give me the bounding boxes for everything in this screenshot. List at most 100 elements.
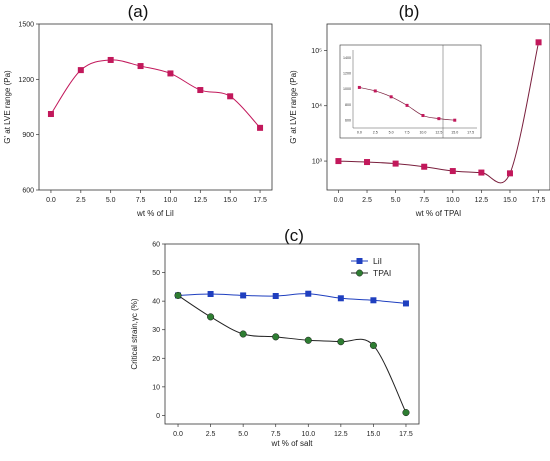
panel-a-series-0-point [107, 56, 114, 63]
panel-c-y-axis-title: Critical strain,γc (%) [130, 298, 139, 369]
panel-c-series-0-point [305, 290, 312, 297]
panel-b-inset-frame [339, 44, 482, 139]
panel-a-series-0-point [47, 111, 54, 118]
panel-b-x-tick-label: 17.5 [532, 197, 546, 204]
panel-c-series-0-point [207, 291, 214, 297]
panel-b-y-tick-label: 10⁴ [311, 103, 322, 110]
panel-c-y-tick-label: 60 [152, 242, 160, 249]
panel-b-y-tick-label: 10³ [312, 159, 323, 166]
legend-tpai-label: TPAI [373, 268, 391, 278]
panel-b-x-tick-label: 2.5 [362, 197, 372, 204]
panel-c-x-tick-label: 10.0 [301, 431, 315, 438]
panel-a-series-0-point [167, 70, 174, 77]
inset-x-tick-label: 12.5 [435, 131, 442, 135]
panel-a-x-tick-label: 17.5 [253, 197, 267, 204]
panel-c-y-tick-label: 40 [152, 299, 160, 306]
panel-b-series-0-point [506, 170, 513, 177]
panel-b-series-0-point [449, 168, 456, 175]
panel-c-series-0-point [337, 295, 344, 302]
inset-x-tick-label: 5.0 [389, 131, 394, 135]
panel-a-x-tick-label: 12.5 [193, 197, 207, 204]
panel-a-y-tick-label: 1200 [18, 77, 34, 84]
panel-b-x-tick-label: 15.0 [503, 197, 517, 204]
inset-y-tick-label: 1200 [343, 72, 351, 76]
inset-series-point [357, 85, 361, 89]
panel-b-x-tick-label: 5.0 [391, 197, 401, 204]
inset-series-point [437, 117, 441, 121]
panel-c-series-0-point [272, 293, 279, 299]
panel-a-y-axis-title: G' at LVE range (Pa) [3, 70, 12, 144]
panel-b: (b) 0.0 2.5 5.0 7.5 10.0 12.5 15.0 17.5 10³ 10⁴ 1… [289, 2, 550, 218]
inset-x-tick-label: 7.5 [405, 131, 410, 135]
panel-b-series-0-line [338, 42, 540, 184]
panel-b-series-0-point [364, 159, 371, 166]
panel-a-plot-area [38, 23, 273, 191]
panel-c-x-tick-label: 2.5 [206, 431, 216, 438]
panel-b-y-axis-title: G' at LVE range (Pa) [289, 70, 298, 144]
panel-a-series-0-point [227, 93, 234, 100]
panel-c-legend: LiI TPAI [351, 256, 391, 278]
panel-c-series-1-point [369, 341, 377, 349]
panel-b-y-tick-label: 10⁵ [311, 48, 322, 55]
inset-x-tick-label: 2.5 [373, 131, 378, 135]
panel-a-x-tick-label: 10.0 [164, 197, 178, 204]
panel-a-y-tick-label: 600 [22, 188, 34, 195]
panel-c-x-tick-label: 12.5 [334, 431, 348, 438]
panel-a-x-tick-label: 0.0 [46, 197, 56, 204]
panel-b-x-tick-label: 0.0 [334, 197, 344, 204]
panel-c-series-1-point [207, 313, 215, 321]
panel-b-x-tick-label: 12.5 [475, 197, 489, 204]
panel-a-x-tick-label: 15.0 [223, 197, 237, 204]
panel-c-series-1-line [177, 295, 407, 413]
panel-b-series-0-point [335, 158, 342, 165]
panel-a: (a) 0.0 2.5 5.0 7.5 10.0 12.5 15.0 17.5 600 900 1… [3, 2, 273, 218]
panel-c-series-1-point [402, 409, 410, 417]
inset-y-tick-label: 600 [345, 118, 351, 122]
panel-c-series-1-point [272, 333, 280, 341]
panel-c-series-0-point [240, 292, 247, 299]
panel-c-x-tick-label: 5.0 [238, 431, 248, 438]
panel-a-y-tick-label: 1500 [18, 22, 34, 29]
legend-tpai-marker [356, 269, 363, 277]
panel-a-series-0-point [77, 67, 84, 74]
panel-c-series-1-point [304, 336, 312, 344]
panel-b-x-axis-title: wt % of TPAI [415, 209, 462, 218]
panel-a-x-axis-title: wt % of LiI [136, 209, 174, 218]
panel-c-y-tick-label: 20 [152, 356, 160, 363]
panel-c-y-tick-label: 0 [156, 413, 160, 420]
inset-series-point [405, 103, 409, 107]
panel-a-x-tick-label: 2.5 [76, 197, 86, 204]
inset-y-tick-label: 1400 [343, 56, 351, 60]
panel-b-x-tick-label: 7.5 [419, 197, 429, 204]
panel-b-series-0-point [478, 169, 485, 176]
panel-c-series-1-point [174, 291, 182, 299]
panel-c: (c) 0.0 2.5 5.0 7.5 10.0 12.5 15.0 17.5 0 10 20 30… [130, 226, 420, 448]
panel-b-plot-area [326, 23, 550, 191]
panel-b-series-0-point [535, 39, 542, 46]
inset-series-point [373, 89, 377, 93]
panel-c-y-tick-label: 50 [152, 270, 160, 277]
legend-lii-marker [356, 258, 363, 264]
panel-c-x-axis-title: wt % of salt [271, 439, 314, 448]
panel-b-label: (b) [399, 2, 420, 21]
panel-a-x-tick-label: 7.5 [136, 197, 146, 204]
panel-c-plot-area [164, 243, 420, 425]
panel-a-x-tick-label: 5.0 [106, 197, 116, 204]
inset-series-point [453, 118, 457, 122]
panel-a-y-tick-label: 900 [22, 132, 34, 139]
inset-x-tick-label: 10.0 [419, 131, 426, 135]
panel-a-series-0-point [197, 87, 204, 94]
inset-series-point [389, 95, 393, 99]
panel-c-y-tick-label: 10 [152, 384, 160, 391]
inset-y-tick-label: 800 [345, 103, 351, 107]
panel-a-series-0-point [137, 63, 144, 70]
panel-c-x-tick-label: 17.5 [399, 431, 413, 438]
panel-a-label: (a) [128, 2, 149, 21]
panel-b-series-0-point [392, 160, 399, 167]
panel-c-series-1-point [337, 338, 345, 346]
inset-x-tick-label: 15.0 [451, 131, 458, 135]
panel-c-label: (c) [284, 226, 304, 245]
panel-a-series-0-point [257, 124, 264, 131]
panel-c-x-tick-label: 15.0 [367, 431, 381, 438]
